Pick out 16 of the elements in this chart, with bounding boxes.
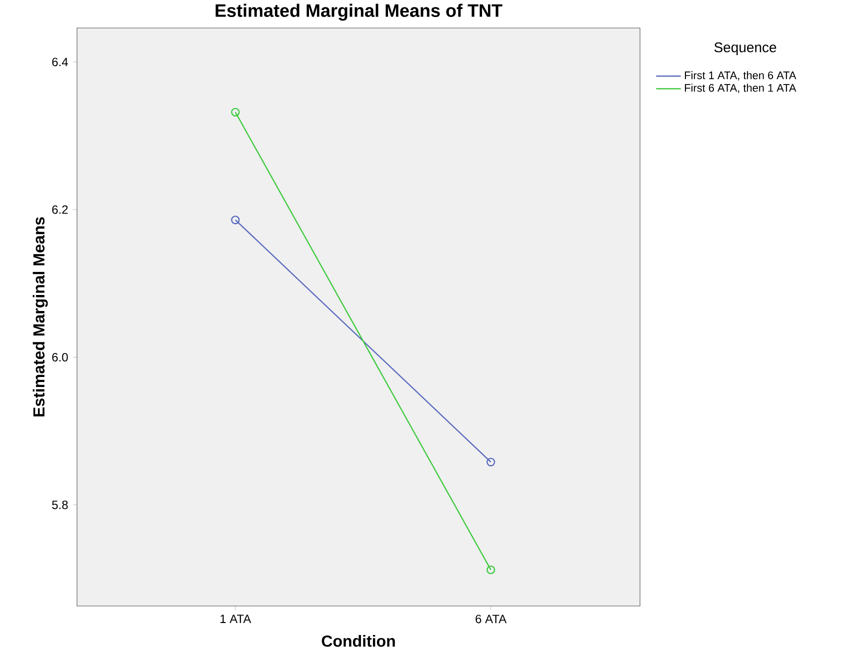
x-tick-label: 1 ATA: [220, 614, 252, 623]
legend-label: First 6 ATA, then 1 ATA: [684, 84, 796, 94]
chart-title: Estimated Marginal Means of TNT: [216, 4, 502, 21]
point: [231, 216, 240, 224]
point: [231, 108, 240, 116]
y-tick-label: 5.8: [52, 500, 68, 510]
legend-label: First 1 ATA, then 6 ATA: [684, 71, 796, 80]
legend-title: Sequence: [714, 42, 776, 56]
point: [486, 458, 496, 466]
x-tick-label: 6 ATA: [476, 614, 507, 624]
x-axis-title: Condition: [322, 635, 395, 647]
y-axis-title: Estimated Marginal Means: [32, 217, 48, 416]
y-tick-label: 6.0: [52, 352, 68, 362]
y-tick-label: 6.4: [52, 58, 68, 66]
point: [486, 565, 496, 574]
y-tick-label: 6.2: [52, 205, 68, 214]
